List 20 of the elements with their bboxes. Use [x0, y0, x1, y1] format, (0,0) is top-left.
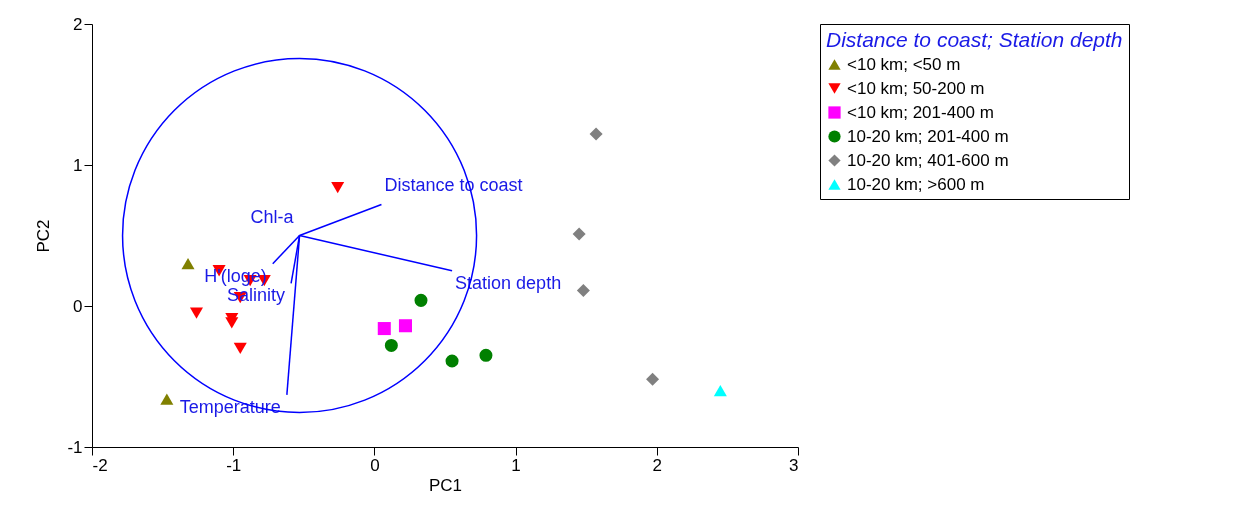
legend-label: 10-20 km; 201-400 m — [847, 126, 1009, 146]
x-axis-title: PC1 — [428, 475, 463, 495]
y-tick-label: 0 — [73, 296, 83, 316]
y-axis-title: PC2 — [34, 219, 54, 253]
legend-label: 10-20 km; >600 m — [847, 174, 985, 194]
annotation: Chl-a — [250, 206, 295, 227]
x-tick-label: 0 — [370, 455, 380, 475]
y-tick-label: -1 — [67, 437, 83, 457]
x-tick-label: 1 — [511, 455, 521, 475]
legend-title: Distance to coast; Station depth — [826, 28, 1123, 51]
x-tick-label: 3 — [789, 455, 799, 475]
y-tick-label: 2 — [73, 14, 83, 34]
x-tick-label: -2 — [92, 455, 108, 475]
y-tick-label: 1 — [73, 155, 83, 175]
legend-label: 10-20 km; 401-600 m — [847, 150, 1009, 170]
x-tick-label: 2 — [652, 455, 663, 475]
legend-label: <10 km; <50 m — [847, 54, 961, 74]
legend-label: <10 km; 50-200 m — [847, 78, 985, 98]
x-tick-label: -1 — [226, 455, 242, 475]
legend-label: <10 km; 201-400 m — [847, 102, 994, 122]
